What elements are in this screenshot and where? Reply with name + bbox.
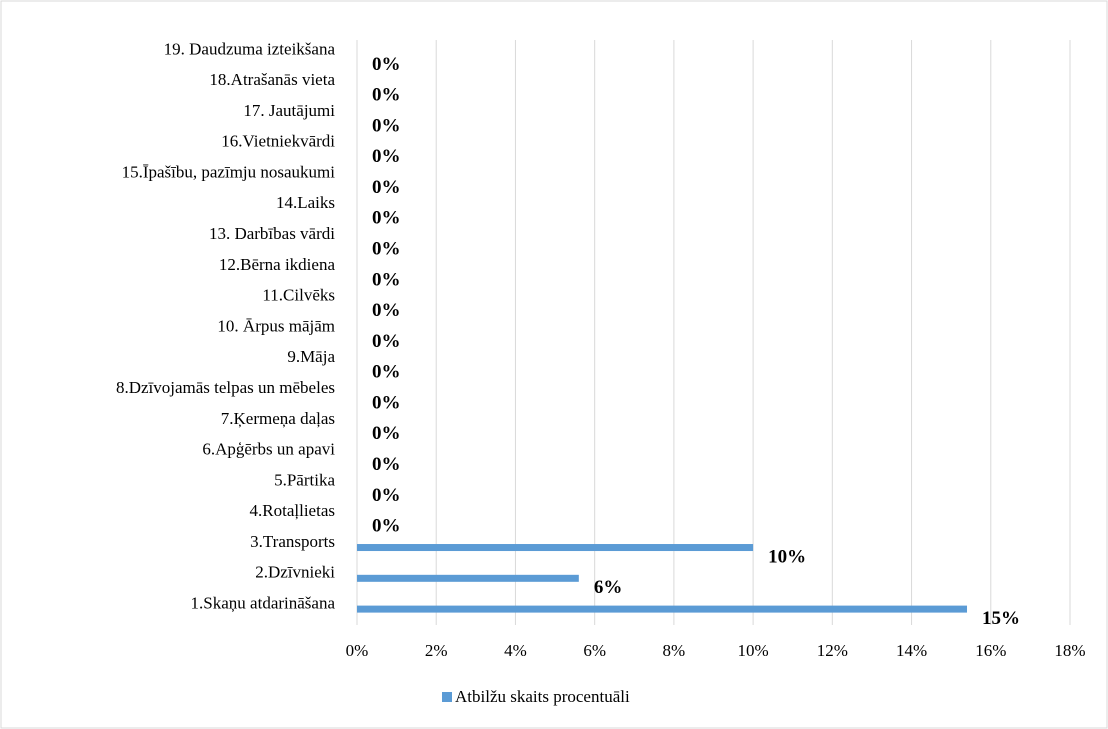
y-tick-label: 8.Dzīvojamās telpas un mēbeles [116, 378, 335, 397]
y-tick-label: 15.Īpašību, pazīmju nosaukumi [122, 162, 336, 181]
value-label: 6% [594, 577, 623, 598]
value-label: 0% [372, 331, 401, 352]
y-tick-label: 16.Vietniekvārdi [221, 132, 335, 151]
y-tick-label: 19. Daudzuma izteikšana [164, 39, 336, 58]
value-label: 0% [372, 177, 401, 198]
bar [357, 574, 579, 582]
x-tick-label: 12% [817, 641, 848, 660]
y-tick-label: 2.Dzīvnieki [255, 563, 335, 582]
value-label: 0% [372, 54, 401, 75]
value-label: 0% [372, 300, 401, 321]
legend-swatch [442, 692, 452, 702]
y-tick-label: 14.Laiks [276, 193, 335, 212]
value-label: 0% [372, 516, 401, 537]
bar [357, 605, 968, 613]
y-tick-label: 17. Jautājumi [243, 101, 335, 120]
y-tick-label: 13. Darbības vārdi [209, 224, 335, 243]
y-tick-label: 4.Rotaļlietas [250, 501, 335, 520]
value-label: 0% [372, 423, 401, 444]
x-tick-label: 6% [583, 641, 606, 660]
x-tick-label: 14% [896, 641, 927, 660]
x-tick-label: 8% [663, 641, 686, 660]
y-tick-label: 6.Apģērbs un apavi [202, 440, 335, 459]
value-label: 0% [372, 85, 401, 106]
bar [357, 544, 754, 552]
x-tick-label: 16% [975, 641, 1006, 660]
y-tick-label: 3.Transports [250, 532, 335, 551]
y-tick-label: 11.Cilvēks [262, 286, 335, 305]
x-tick-label: 4% [504, 641, 527, 660]
y-tick-label: 10. Ārpus mājām [217, 316, 335, 335]
x-tick-label: 0% [346, 641, 369, 660]
value-label: 0% [372, 146, 401, 167]
x-tick-label: 2% [425, 641, 448, 660]
value-label: 15% [982, 608, 1020, 629]
x-tick-label: 18% [1054, 641, 1085, 660]
value-label: 10% [768, 546, 806, 567]
value-label: 0% [372, 454, 401, 475]
legend-label: Atbilžu skaits procentuāli [455, 687, 630, 706]
y-tick-label: 18.Atrašanās vieta [209, 70, 335, 89]
x-tick-label: 10% [738, 641, 769, 660]
y-tick-label: 5.Pārtika [274, 470, 335, 489]
y-tick-label: 9.Māja [287, 347, 335, 366]
value-label: 0% [372, 485, 401, 506]
y-tick-label: 7.Ķermeņa daļas [221, 409, 335, 428]
value-label: 0% [372, 362, 401, 383]
y-tick-label: 12.Bērna ikdiena [219, 255, 336, 274]
value-label: 0% [372, 238, 401, 259]
value-label: 0% [372, 269, 401, 290]
value-label: 0% [372, 115, 401, 136]
value-label: 0% [372, 208, 401, 229]
value-label: 0% [372, 392, 401, 413]
y-tick-label: 1.Skaņu atdarināšana [191, 594, 336, 613]
